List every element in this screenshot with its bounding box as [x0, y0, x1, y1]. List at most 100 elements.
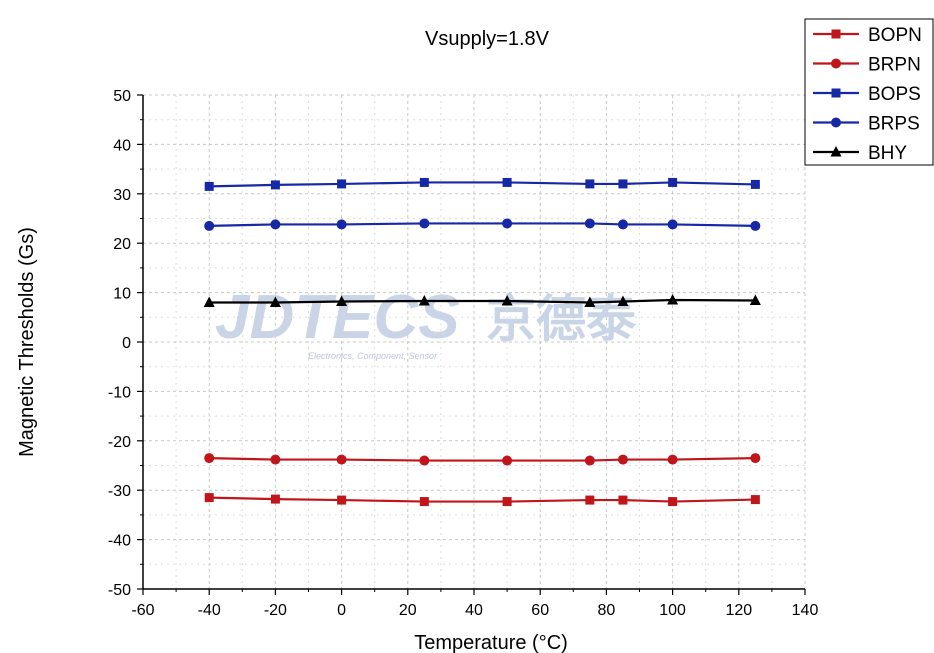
- data-point-bhy: [418, 294, 430, 306]
- x-tick-label: 80: [598, 602, 616, 619]
- x-tick-label: 140: [792, 602, 819, 619]
- data-point-bops: [419, 177, 429, 187]
- legend-marker: [831, 29, 841, 39]
- data-point-bops: [502, 177, 512, 187]
- legend-marker: [831, 117, 841, 128]
- data-point-bhy: [749, 294, 761, 306]
- watermark-logo: JDTECS: [215, 283, 460, 352]
- data-point-brpn: [270, 454, 281, 465]
- series-bhy: [203, 294, 761, 307]
- legend-item-bops: BOPS: [813, 84, 921, 105]
- data-point-bhy: [336, 295, 348, 306]
- data-point-brps: [667, 219, 678, 230]
- legend-label: BOPN: [868, 25, 922, 46]
- legend-label: BRPN: [868, 55, 921, 76]
- data-point-brps: [584, 218, 595, 229]
- x-tick-label: 60: [531, 602, 549, 619]
- data-point-bopn: [337, 495, 347, 505]
- grid-lines: [143, 94, 806, 589]
- x-tick-label: 20: [399, 602, 417, 619]
- y-tick-label: 0: [122, 335, 131, 352]
- y-tick-label: 50: [113, 88, 131, 105]
- x-tick-label: 120: [725, 602, 752, 619]
- data-point-brpn: [204, 453, 215, 464]
- data-point-brps: [204, 220, 215, 231]
- data-point-bopn: [502, 497, 512, 507]
- data-point-bopn: [668, 497, 678, 507]
- data-point-bhy: [501, 294, 513, 306]
- chart-title: Vsupply=1.8V: [425, 28, 550, 50]
- legend-marker: [831, 58, 841, 69]
- legend-item-bhy: BHY: [813, 143, 907, 164]
- y-tick-label: 10: [113, 286, 131, 303]
- data-point-brpn: [617, 454, 628, 465]
- y-tick-label: 20: [113, 236, 131, 253]
- data-point-brpn: [419, 455, 430, 466]
- data-point-brpn: [667, 454, 678, 465]
- x-tick-label: 0: [337, 602, 346, 619]
- data-point-bops: [668, 177, 678, 187]
- data-point-bhy: [667, 294, 679, 305]
- y-tick-label: 30: [113, 187, 131, 204]
- x-tick-label: 100: [659, 602, 686, 619]
- data-point-bops: [750, 179, 760, 189]
- data-point-bhy: [584, 296, 596, 307]
- data-point-bopn: [204, 493, 214, 503]
- y-tick-label: -40: [108, 533, 131, 550]
- y-tick-label: -30: [108, 483, 131, 500]
- data-point-bopn: [585, 495, 595, 505]
- legend-item-brpn: BRPN: [813, 55, 921, 76]
- data-point-brps: [270, 219, 281, 230]
- series-brps: [204, 218, 761, 231]
- data-point-brps: [750, 220, 761, 231]
- legend-item-brps: BRPS: [813, 114, 920, 135]
- watermark-chinese: 京德泰: [486, 290, 637, 348]
- data-point-brpn: [584, 455, 595, 466]
- legend-marker: [830, 146, 842, 157]
- x-tick-label: -20: [264, 602, 287, 619]
- data-point-bopn: [419, 497, 429, 507]
- series-group: [203, 177, 761, 507]
- data-point-bhy: [269, 296, 281, 307]
- series-bopn: [204, 493, 760, 507]
- data-point-bops: [585, 179, 595, 189]
- data-point-bops: [618, 179, 628, 189]
- data-point-bopn: [750, 495, 760, 505]
- data-point-bopn: [618, 495, 628, 505]
- y-tick-label: -10: [108, 384, 131, 401]
- legend-item-bopn: BOPN: [813, 25, 922, 46]
- watermark: JDTECS 京德泰 Electronics, Component, Senso…: [215, 283, 637, 361]
- x-tick-label: 40: [465, 602, 483, 619]
- data-point-brpn: [502, 455, 513, 466]
- data-point-bhy: [203, 296, 215, 307]
- data-point-bops: [337, 179, 347, 189]
- x-axis-title: Temperature (°C): [414, 632, 568, 653]
- x-tick-label: -60: [131, 602, 154, 619]
- data-point-brps: [502, 218, 513, 229]
- data-point-brps: [617, 219, 628, 230]
- data-point-brpn: [336, 454, 347, 465]
- legend-label: BOPS: [868, 84, 921, 105]
- data-point-bhy: [617, 295, 629, 306]
- y-tick-label: -50: [108, 582, 131, 599]
- legend-label: BRPS: [868, 114, 920, 135]
- legend: BOPN BRPN BOPS BRPS BHY: [804, 18, 934, 166]
- data-point-brpn: [750, 453, 761, 464]
- data-point-brps: [419, 218, 430, 229]
- y-axis-title: Magnetic Thresholds (Gs): [16, 227, 38, 457]
- watermark-tagline: Electronics, Component, Sensor: [308, 351, 438, 361]
- data-point-bopn: [270, 494, 280, 504]
- data-point-bops: [204, 181, 214, 191]
- x-tick-label: -40: [198, 602, 221, 619]
- legend-marker: [831, 88, 841, 98]
- y-tick-label: 40: [113, 137, 131, 154]
- x-ticks: -60 -40 -20 0 20 40 60 80 100 120 140: [131, 589, 818, 619]
- legend-label: BHY: [868, 143, 907, 164]
- series-brpn: [204, 453, 761, 466]
- data-point-bops: [270, 180, 280, 190]
- y-ticks: 50 40 30 20 10 0 -10 -20 -30 -40 -50: [108, 88, 143, 599]
- y-tick-label: -20: [108, 434, 131, 451]
- data-point-brps: [336, 219, 347, 230]
- series-bops: [204, 177, 760, 191]
